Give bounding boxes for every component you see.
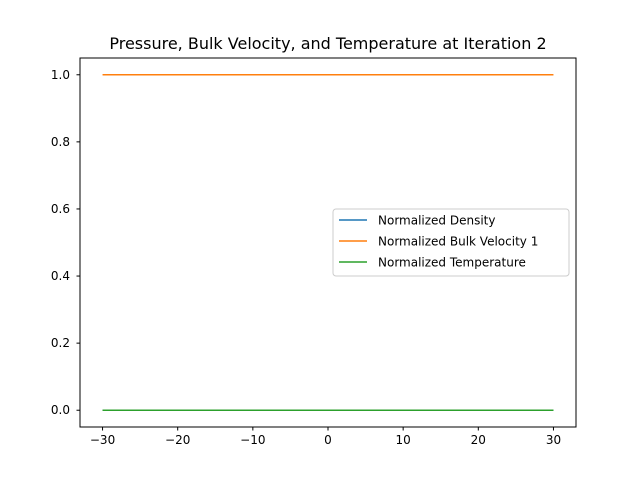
chart-title: Pressure, Bulk Velocity, and Temperature… [109, 34, 546, 53]
y-axis-ticks: 0.0 0.2 0.4 0.6 0.8 1.0 [51, 68, 80, 417]
y-tick-label: 0.6 [51, 202, 70, 216]
legend-label: Normalized Bulk Velocity 1 [378, 235, 538, 249]
legend-label: Normalized Temperature [378, 256, 526, 270]
x-tick-label: −10 [240, 433, 265, 447]
series-lines [102, 74, 554, 411]
y-tick-label: 0.8 [51, 135, 70, 149]
x-tick-label: 0 [324, 433, 332, 447]
x-tick-label: 10 [396, 433, 411, 447]
x-tick-label: −30 [90, 433, 115, 447]
y-tick-label: 1.0 [51, 68, 70, 82]
x-axis-ticks: −30 −20 −10 0 10 20 30 [90, 427, 561, 447]
y-tick-label: 0.2 [51, 336, 70, 350]
x-tick-label: 30 [546, 433, 561, 447]
legend-box [332, 208, 570, 277]
plot-frame [79, 57, 577, 428]
y-tick-label: 0.4 [51, 269, 70, 283]
y-tick-label: 0.0 [51, 403, 70, 417]
x-tick-label: −20 [165, 433, 190, 447]
legend: Normalized Density Normalized Bulk Veloci… [332, 208, 570, 277]
x-tick-label: 20 [471, 433, 486, 447]
legend-label: Normalized Density [378, 214, 496, 228]
